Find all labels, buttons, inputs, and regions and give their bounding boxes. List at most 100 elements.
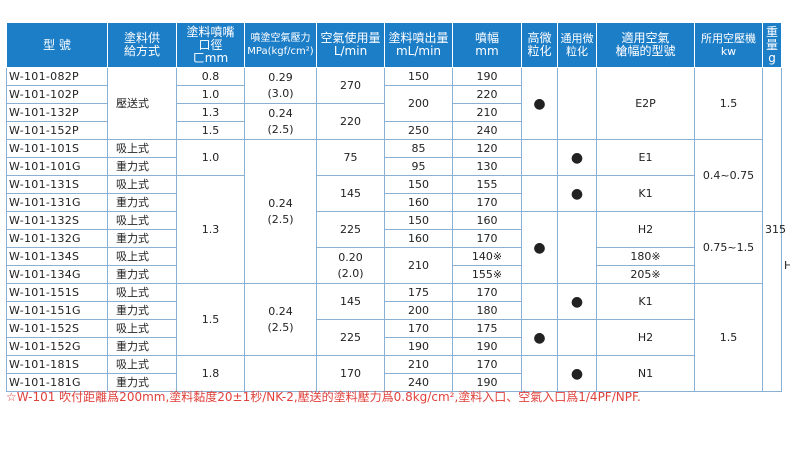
model-cell: W-101-152G (6, 337, 108, 356)
model-cell: W-101-101G (6, 157, 108, 176)
table-row: W-101-101S 吸上式 1.0 0.24 (2.5) 75 85 120 … (6, 139, 782, 284)
air-cell: 210 (384, 247, 453, 284)
width-cell: 180 (452, 301, 522, 320)
header-gun-model: 適用空氣 槍幅的型號 (596, 22, 695, 68)
output-cell: 175 (384, 283, 453, 302)
high-atomization-cell (521, 175, 558, 212)
nozzle-cell: 1.0 (176, 85, 245, 104)
feed-cell: 吸上式 (107, 175, 177, 194)
header-row: 型 號 塗料供 給方式 塗料噴嘴 口徑 ㄈmm 噴塗空氣壓力 MPa(kgf/c… (6, 22, 782, 68)
general-atomization-cell (557, 67, 597, 140)
feed-cell: 吸上式 (107, 283, 177, 302)
header-pressure: 噴塗空氣壓力 MPa(kgf/cm²) (244, 22, 317, 68)
header-general-atomization: 通用微 粒化 (557, 22, 597, 68)
output-cell: 150 (384, 175, 453, 194)
table-row: W-101-181G 重力式 240 190 (6, 373, 782, 392)
model-cell: W-101-151S (6, 283, 108, 302)
width-cell: 130 (452, 157, 522, 176)
feed-cell: 吸上式 (107, 355, 177, 374)
table-row: W-101-152S 吸上式 225 170 175 ● H2 (6, 319, 782, 356)
output-cell: 210 (384, 355, 453, 374)
gun-model-cell: H2 (596, 211, 695, 248)
model-cell: W-101-181G (6, 373, 108, 392)
header-width: 噴幅 mm (452, 22, 522, 68)
feed-cell: 吸上式 (107, 211, 177, 230)
nozzle-cell: 0.8 (176, 67, 245, 86)
model-cell: W-101-132S (6, 211, 108, 230)
output-cell: 160 (384, 193, 453, 212)
width-cell: 170 (452, 193, 522, 212)
general-atomization-dot: ● (557, 175, 597, 212)
model-cell: W-101-152S (6, 319, 108, 338)
table-row: W-101-102P 1.0 200 220 (6, 85, 782, 122)
width-cell: 205※ (596, 265, 695, 284)
width-cell: 190 (452, 67, 522, 86)
output-cell: 85 (384, 139, 453, 158)
model-cell: W-101-134S (6, 247, 108, 266)
gun-model-cell: E2P (596, 67, 695, 140)
pressure-cell: 0.24 (2.5) (244, 103, 317, 140)
table-row: W-101-131S 吸上式 1.3 145 150 155 ● K1 (6, 175, 782, 284)
feed-cell: 重力式 (107, 229, 177, 248)
feed-cell: 重力式 (107, 373, 177, 392)
width-cell: 160 (452, 211, 522, 230)
feed-cell: 重力式 (107, 265, 177, 284)
header-high-atomization: 高微 粒化 (521, 22, 558, 68)
width-cell: 190 (452, 373, 522, 392)
width-cell: 170 (452, 283, 522, 302)
nozzle-cell: 1.5 (176, 121, 245, 140)
width-cell: 220 (452, 85, 522, 104)
pressure-cell: 0.24 (2.5) (244, 283, 317, 356)
pressure-cell (244, 355, 317, 392)
pressure-cell: 0.20 (2.0) (316, 247, 385, 284)
model-cell: W-101-152P (6, 121, 108, 140)
output-cell: 200 (384, 85, 453, 122)
gun-model-cell: E1 (596, 139, 695, 176)
width-cell: 155 (452, 175, 522, 194)
width-cell: 210 (452, 103, 522, 122)
output-cell: 250 (384, 121, 453, 140)
gun-model-cell: K1 (596, 283, 695, 320)
gun-model-cell: K1 (596, 175, 695, 212)
gun-model-cell: N1 (596, 355, 695, 392)
header-air: 空氣使用量 L/min (316, 22, 385, 68)
output-cell: 240 (384, 373, 453, 392)
air-cell: 170 (316, 355, 385, 392)
high-atomization-dot: ● (521, 319, 558, 356)
general-atomization-dot: ● (557, 139, 597, 176)
model-cell: W-101-131S (6, 175, 108, 194)
header-nozzle: 塗料噴嘴 口徑 ㄈmm (176, 22, 245, 68)
high-atomization-cell (521, 355, 558, 392)
nozzle-cell: 1.3 (176, 103, 245, 122)
footnote: ☆W-101 吹付距離爲200mm,塗料黏度20±1秒/NK-2,壓送的塗料壓力… (6, 390, 641, 404)
output-cell: 200 (384, 301, 453, 320)
table-row: W-101-101G 重力式 95 130 (6, 157, 782, 176)
width-cell: 240 (452, 121, 522, 140)
model-cell: W-101-102P (6, 85, 108, 104)
compressor-cell: 0.75~1.5 (694, 211, 763, 284)
feed-cell: 吸上式 (107, 139, 177, 158)
width-cell: 175 (452, 319, 522, 338)
compressor-cell: 1.5 (694, 67, 763, 140)
model-cell: W-101-101S (6, 139, 108, 158)
model-cell: W-101-082P (6, 67, 108, 86)
general-atomization-dot: ● (557, 283, 597, 320)
feed-cell: 重力式 (107, 337, 177, 356)
pressure-cell: 0.29 (3.0) (244, 67, 317, 104)
feed-cell: 吸上式 (107, 319, 177, 338)
high-atomization-dot: ● (521, 67, 558, 140)
table-row: W-101-181S 吸上式 1.8 170 210 170 ● N1 (6, 355, 782, 392)
high-atomization-dot: ● (521, 211, 558, 284)
output-cell: 150 (384, 211, 453, 230)
table-row: W-101-134S 吸上式 0.20 (2.0) 210 140※ 180※ … (6, 247, 790, 284)
weight-cell: 315 (762, 67, 786, 392)
spec-table: 型 號 塗料供 給方式 塗料噴嘴 口徑 ㄈmm 噴塗空氣壓力 MPa(kgf/c… (6, 22, 790, 392)
general-atomization-cell (557, 319, 597, 356)
table-row: W-101-151S 吸上式 1.5 0.24 (2.5) 145 175 17… (6, 283, 782, 392)
header-weight: 重量 g (762, 22, 782, 68)
header-feed: 塗料供 給方式 (107, 22, 177, 68)
air-cell: 145 (316, 175, 385, 212)
output-cell: 160 (384, 229, 453, 248)
compressor-cell: 1.5 (694, 283, 763, 392)
header-output: 塗料噴出量 mL/min (384, 22, 453, 68)
